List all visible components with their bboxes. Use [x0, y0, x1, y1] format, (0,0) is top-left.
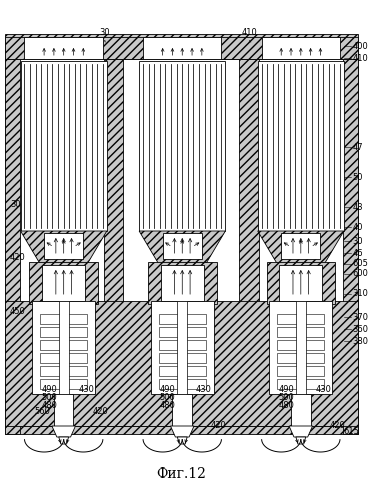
Bar [281, 233, 321, 259]
Text: 420: 420 [10, 252, 26, 261]
Text: 420: 420 [93, 407, 109, 416]
Bar [159, 353, 206, 363]
Bar [159, 379, 206, 389]
Bar [59, 301, 69, 394]
Bar [40, 327, 87, 337]
Text: 380: 380 [353, 336, 369, 345]
Text: 50: 50 [353, 173, 363, 182]
Bar [151, 301, 214, 394]
Bar [266, 262, 335, 304]
Bar [173, 394, 192, 426]
Text: 46: 46 [353, 249, 363, 257]
Bar [20, 61, 107, 231]
Bar [159, 366, 206, 376]
Polygon shape [20, 231, 107, 264]
Text: 480: 480 [278, 401, 294, 410]
Text: 480: 480 [160, 401, 175, 410]
Bar [40, 379, 87, 389]
Polygon shape [258, 231, 344, 264]
Text: 615: 615 [343, 427, 359, 436]
Text: 490: 490 [160, 385, 175, 394]
Bar [14, 59, 349, 426]
Text: 43: 43 [353, 203, 363, 212]
Bar [143, 37, 221, 59]
Text: Фиг.12: Фиг.12 [156, 467, 206, 481]
Text: 420: 420 [329, 421, 345, 430]
Text: 370: 370 [353, 312, 369, 321]
Polygon shape [52, 426, 75, 437]
Bar [42, 265, 85, 301]
Text: 500: 500 [160, 393, 175, 402]
Bar [40, 353, 87, 363]
Bar [5, 34, 358, 434]
Polygon shape [289, 426, 313, 437]
Text: 500: 500 [41, 393, 57, 402]
Text: 600: 600 [353, 269, 369, 278]
Text: 410: 410 [242, 28, 258, 37]
Bar [32, 301, 95, 394]
Bar [277, 353, 324, 363]
Bar [279, 265, 322, 301]
Text: 30: 30 [353, 237, 363, 246]
Text: 430: 430 [196, 385, 212, 394]
Bar [343, 59, 358, 434]
Text: 410: 410 [353, 53, 368, 62]
Bar [277, 314, 324, 324]
Bar [162, 233, 202, 259]
Bar [5, 301, 358, 426]
Text: 30: 30 [99, 28, 110, 37]
Bar [177, 301, 187, 394]
Polygon shape [296, 437, 306, 444]
Bar [24, 37, 103, 59]
Bar [148, 262, 217, 304]
Text: 360: 360 [353, 324, 369, 333]
Text: 47: 47 [353, 143, 363, 152]
Text: 30: 30 [10, 200, 20, 209]
Polygon shape [59, 437, 69, 444]
Bar [104, 59, 124, 426]
Bar [277, 366, 324, 376]
Bar [159, 327, 206, 337]
Bar [40, 340, 87, 350]
Polygon shape [171, 426, 194, 437]
Bar [269, 301, 332, 394]
Bar [159, 314, 206, 324]
Polygon shape [139, 231, 225, 264]
Bar [296, 301, 306, 394]
Bar [44, 233, 83, 259]
Bar [277, 340, 324, 350]
Text: 400: 400 [353, 41, 368, 50]
Text: 40: 40 [353, 223, 363, 232]
Bar [161, 265, 204, 301]
Bar [262, 37, 340, 59]
Text: 420: 420 [211, 421, 226, 430]
Bar [159, 340, 206, 350]
Text: 605: 605 [353, 259, 369, 268]
Text: 450: 450 [10, 306, 26, 315]
Bar [40, 314, 87, 324]
Bar [5, 59, 20, 434]
Bar [258, 61, 344, 231]
Text: 480: 480 [41, 401, 57, 410]
Bar [139, 61, 225, 231]
Bar [40, 366, 87, 376]
Bar [54, 394, 73, 426]
Text: 490: 490 [278, 385, 294, 394]
Bar [29, 262, 98, 304]
Bar [277, 327, 324, 337]
Text: 310: 310 [353, 289, 369, 298]
Bar [277, 379, 324, 389]
Text: 430: 430 [78, 385, 94, 394]
Text: 560: 560 [34, 407, 50, 416]
Polygon shape [177, 437, 187, 444]
Text: 490: 490 [41, 385, 57, 394]
Text: 500: 500 [278, 393, 294, 402]
Bar [5, 37, 358, 59]
Bar [239, 59, 259, 426]
Bar [291, 394, 311, 426]
Text: 430: 430 [315, 385, 331, 394]
